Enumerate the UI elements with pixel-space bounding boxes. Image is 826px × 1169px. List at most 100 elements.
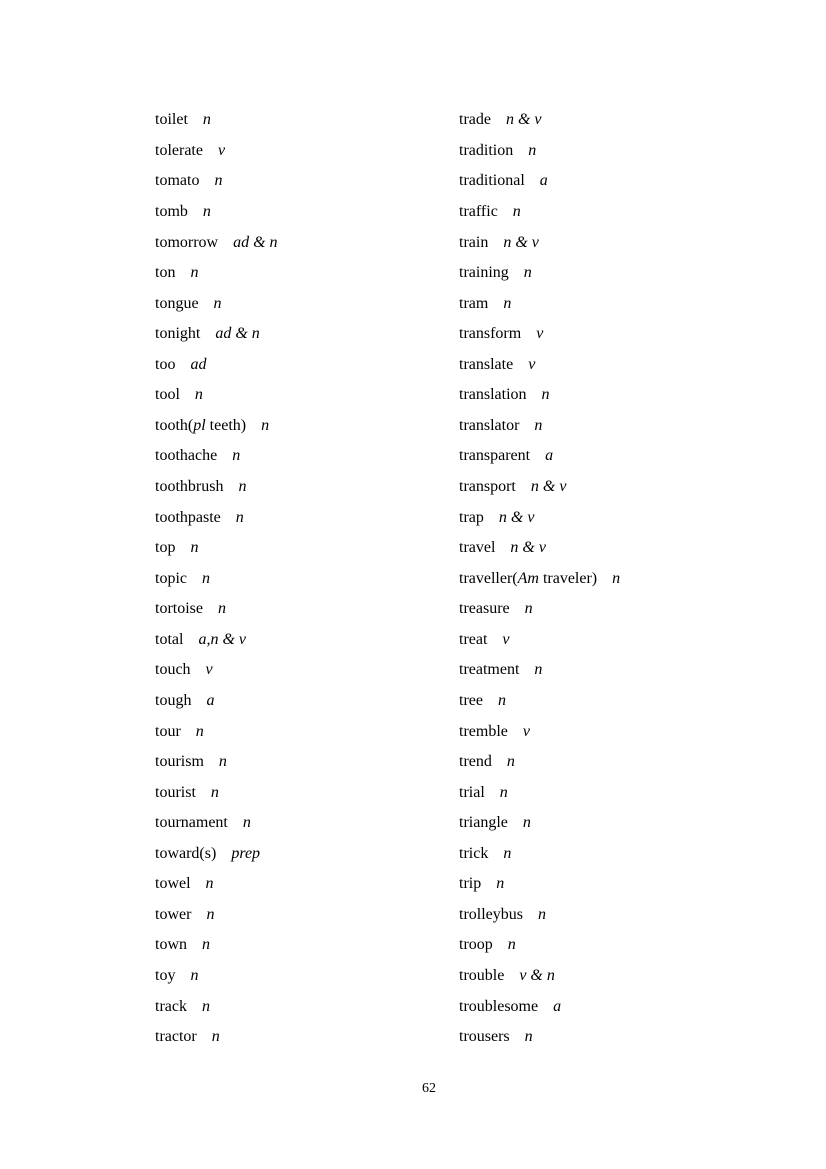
word-entry: train n & v	[459, 227, 779, 258]
word-entry: towel n	[155, 869, 475, 900]
word-entry: trouble v & n	[459, 961, 779, 992]
entry-word: total	[155, 630, 184, 648]
entry-pos: v	[522, 722, 530, 740]
entry-pos: n	[211, 1028, 220, 1046]
entry-word: trap	[459, 508, 484, 526]
word-entry: trial n	[459, 777, 779, 808]
entry-pos: n	[541, 386, 550, 404]
entry-pos: v	[217, 141, 226, 159]
entry-word: town	[155, 936, 187, 954]
entry-pos: n	[214, 172, 223, 190]
entry-word: toilet	[155, 111, 188, 129]
entry-pos: n & v	[530, 478, 567, 496]
word-entry: toothache n	[155, 441, 475, 472]
word-entry: top n	[155, 533, 475, 564]
word-entry: tomorrow ad & n	[155, 227, 475, 258]
entry-word: tomorrow	[155, 233, 219, 251]
entry-pos: n	[503, 844, 512, 862]
entry-pos: n	[506, 753, 515, 771]
entry-word: touch	[155, 661, 191, 679]
word-entry: too ad	[155, 350, 475, 381]
entry-pos: n	[499, 783, 508, 801]
entry-word: transform	[459, 325, 522, 343]
entry-word: troublesome	[459, 997, 539, 1015]
word-entry: toy n	[155, 961, 475, 992]
word-entry: tonight ad & n	[155, 319, 475, 350]
entry-pos: n	[213, 294, 222, 312]
entry-word: tool	[155, 386, 180, 404]
entry-word: transport	[459, 478, 516, 496]
entry-pos: n	[195, 722, 204, 740]
entry-word: training	[459, 264, 509, 282]
entry-word: triangle	[459, 814, 508, 832]
entry-pos: ad & n	[215, 325, 260, 343]
word-entry: transform v	[459, 319, 779, 350]
entry-pos: n	[235, 508, 244, 526]
entry-pos: n	[194, 386, 203, 404]
word-entry: translator n	[459, 411, 779, 442]
entry-word: tour	[155, 722, 181, 740]
entry-pos: ad & n	[233, 233, 278, 251]
entry-word: ton	[155, 264, 176, 282]
entry-word: toothbrush	[155, 478, 224, 496]
entry-word: trouble	[459, 967, 505, 985]
word-list-column-left: toilet n tolerate v tomato n tomb n tomorrow ad &…	[155, 105, 475, 1052]
entry-pos: n	[242, 814, 251, 832]
word-entry: traffic n	[459, 197, 779, 228]
entry-word: trick	[459, 844, 489, 862]
entry-pos: n & v	[505, 111, 542, 129]
entry-pos: n	[205, 875, 214, 893]
entry-word: tonight	[155, 325, 201, 343]
entry-pos: n	[524, 600, 533, 618]
word-entry: tourism n	[155, 747, 475, 778]
word-entry: tremble v	[459, 716, 779, 747]
word-entry: travel n & v	[459, 533, 779, 564]
entry-pos: v	[205, 661, 213, 679]
entry-pos: n	[202, 111, 211, 129]
word-entry: track n	[155, 991, 475, 1022]
entry-word: transparent	[459, 447, 531, 465]
entry-word: toothpaste	[155, 508, 221, 526]
entry-word: tongue	[155, 294, 199, 312]
word-entry: troublesome a	[459, 991, 779, 1022]
word-italic-part: pl	[193, 416, 206, 434]
entry-pos: n & v	[503, 233, 539, 251]
entry-word: treatment	[459, 661, 520, 679]
entry-pos: n	[202, 202, 211, 220]
entry-pos: n	[503, 294, 512, 312]
word-entry: trend n	[459, 747, 779, 778]
entry-word: tree	[459, 691, 483, 709]
entry-word: traffic	[459, 202, 498, 220]
entry-pos: n	[497, 691, 506, 709]
entry-pos: v	[536, 325, 544, 343]
entry-word: tradition	[459, 141, 514, 159]
entry-word: translator	[459, 416, 520, 434]
entry-pos: v	[502, 630, 510, 648]
entry-word: tough	[155, 691, 192, 709]
word-entry: tool n	[155, 380, 475, 411]
entry-word: train	[459, 233, 489, 251]
entry-pos: n	[261, 416, 270, 434]
word-entry: toothpaste n	[155, 502, 475, 533]
word-entry: treasure n	[459, 594, 779, 625]
word-entry: trade n & v	[459, 105, 779, 136]
word-entry: tram n	[459, 288, 779, 319]
entry-pos: n	[202, 936, 210, 954]
word-entry: total a,n & v	[155, 625, 475, 656]
word-entry: transport n & v	[459, 472, 779, 503]
entry-pos: v	[528, 355, 536, 373]
entry-pos: v & n	[519, 967, 555, 985]
entry-pos: n	[238, 478, 247, 496]
entry-pos: n	[232, 447, 241, 465]
word-entry: troop n	[459, 930, 779, 961]
entry-pos: n	[210, 783, 219, 801]
entry-pos: n	[528, 141, 537, 159]
word-entry: tourist n	[155, 777, 475, 808]
word-entry: treatment n	[459, 655, 779, 686]
entry-pos: n	[524, 1028, 533, 1046]
word-entry: tongue n	[155, 288, 475, 319]
entry-pos: n	[523, 264, 532, 282]
word-entry: tomato n	[155, 166, 475, 197]
entry-word: tremble	[459, 722, 508, 740]
